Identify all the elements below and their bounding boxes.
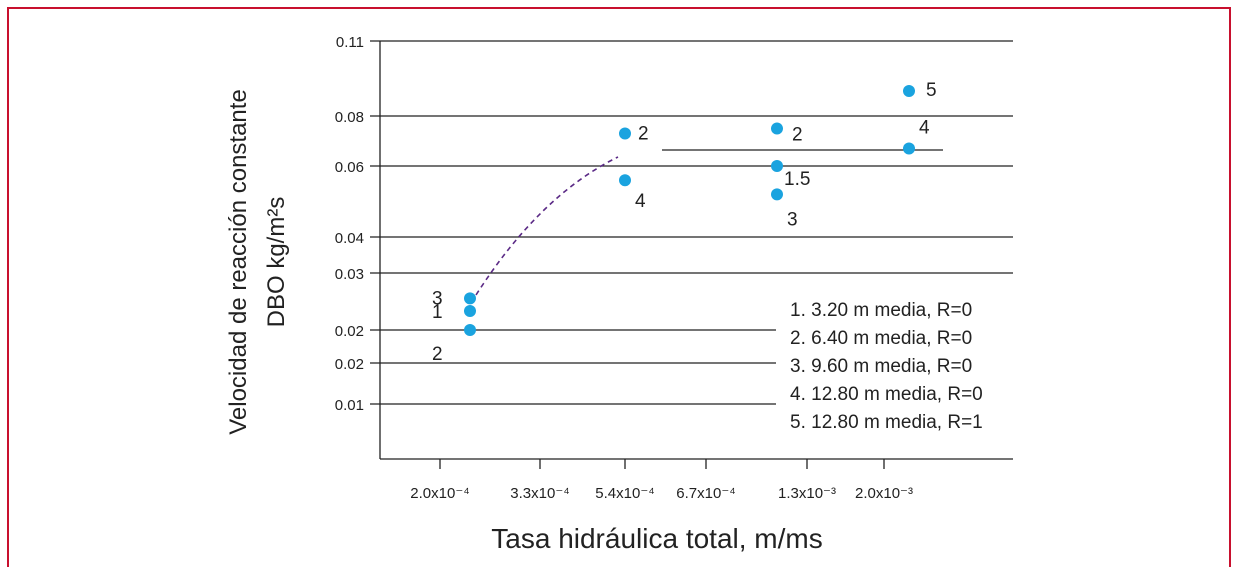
trend-curve xyxy=(475,156,619,296)
x-tick-label: 6.7x10⁻⁴ xyxy=(676,485,735,502)
tick-labels: 0.11 0.08 0.06 0.04 0.03 0.02 0.02 0.01 2.0x10⁻⁴… xyxy=(335,34,913,502)
y-tick-label: 0.01 xyxy=(335,397,364,414)
point-label: 1.5 xyxy=(784,169,810,190)
x-tick-label: 3.3x10⁻⁴ xyxy=(510,485,569,502)
legend-entry: 3. 9.60 m media, R=0 xyxy=(790,356,972,377)
data-point xyxy=(771,160,783,172)
point-label: 2 xyxy=(638,124,649,145)
legend: 1. 3.20 m media, R=0 2. 6.40 m media, R=0… xyxy=(790,300,983,433)
x-tick-label: 2.0x10⁻⁴ xyxy=(410,485,469,502)
data-point xyxy=(464,305,476,317)
legend-entry: 5. 12.80 m media, R=1 xyxy=(790,412,983,433)
point-label: 4 xyxy=(635,191,646,212)
data-point xyxy=(771,188,783,201)
x-tick-label: 5.4x10⁻⁴ xyxy=(595,485,654,502)
figure-frame xyxy=(7,7,1231,567)
y-tick-label: 0.02 xyxy=(335,323,364,340)
data-point xyxy=(903,142,915,155)
data-point xyxy=(903,85,915,97)
y-tick-label: 0.03 xyxy=(335,266,364,283)
y-tick-label: 0.11 xyxy=(336,34,364,51)
grid-lines xyxy=(370,40,1013,405)
point-label: 2 xyxy=(432,344,443,365)
y-tick-label: 0.02 xyxy=(335,356,364,373)
y-axis-title-line1: Velocidad de reacción constante xyxy=(225,89,252,435)
y-axis-title-line2: DBO kg/m²s xyxy=(263,197,290,328)
point-label: 2 xyxy=(792,125,803,146)
x-axis-title: Tasa hidráulica total, m/ms xyxy=(491,523,822,554)
data-point xyxy=(619,174,631,187)
legend-entry: 2. 6.40 m media, R=0 xyxy=(790,328,972,349)
data-points xyxy=(464,85,915,336)
legend-entry: 1. 3.20 m media, R=0 xyxy=(790,300,972,321)
axes xyxy=(379,41,1013,469)
legend-entry: 4. 12.80 m media, R=0 xyxy=(790,384,983,405)
trend-curve-layer xyxy=(475,156,619,296)
point-label: 3 xyxy=(787,209,798,230)
point-label: 5 xyxy=(926,80,937,101)
point-label: 3 xyxy=(432,288,443,309)
data-point xyxy=(771,122,783,135)
data-point xyxy=(464,292,476,305)
x-tick-label: 2.0x10⁻³ xyxy=(855,485,913,502)
point-label: 4 xyxy=(919,118,930,139)
y-tick-label: 0.06 xyxy=(335,159,364,176)
data-point xyxy=(619,127,631,140)
y-tick-label: 0.08 xyxy=(335,109,364,126)
data-point xyxy=(464,324,476,336)
x-tick-label: 1.3x10⁻³ xyxy=(778,485,836,502)
point-label: 1 xyxy=(432,302,443,323)
y-tick-label: 0.04 xyxy=(335,230,364,247)
